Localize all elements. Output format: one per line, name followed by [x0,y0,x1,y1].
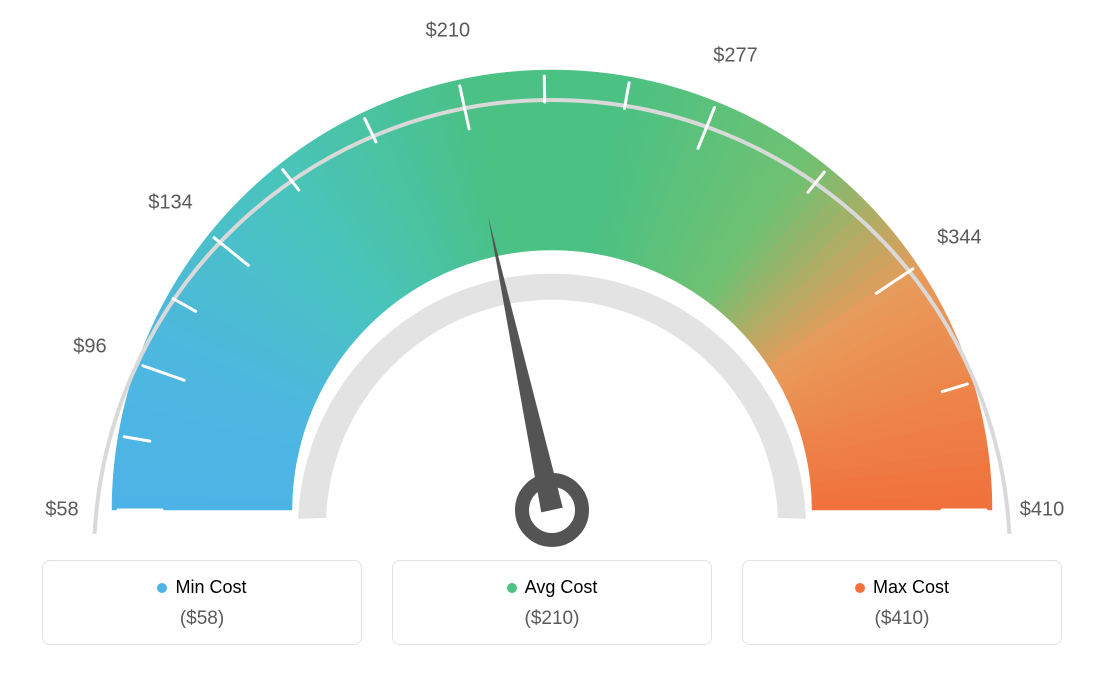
gauge-svg [0,0,1104,560]
legend-label-min: Min Cost [175,577,246,598]
legend-card-max: Max Cost ($410) [742,560,1062,645]
gauge-tick-label: $210 [426,20,471,43]
legend-dot-avg [507,583,517,593]
legend-card-avg: Avg Cost ($210) [392,560,712,645]
legend-value-avg: ($210) [403,608,701,630]
gauge-tick-label: $96 [73,335,106,358]
legend-value-max: ($410) [753,608,1051,630]
legend-card-min: Min Cost ($58) [42,560,362,645]
legend-dot-max [855,583,865,593]
legend-value-min: ($58) [53,608,351,630]
gauge-chart: $58 $96 $134 $210 $277 $344 $410 [0,0,1104,560]
gauge-tick-label: $344 [937,226,982,249]
gauge-tick-label: $58 [45,499,78,522]
gauge-tick-label: $277 [713,44,758,67]
legend-label-max: Max Cost [873,577,949,598]
legend-row: Min Cost ($58) Avg Cost ($210) Max Cost … [0,560,1104,645]
legend-dot-min [157,583,167,593]
legend-label-avg: Avg Cost [525,577,598,598]
gauge-tick-label: $410 [1020,499,1065,522]
gauge-tick-label: $134 [148,191,193,214]
